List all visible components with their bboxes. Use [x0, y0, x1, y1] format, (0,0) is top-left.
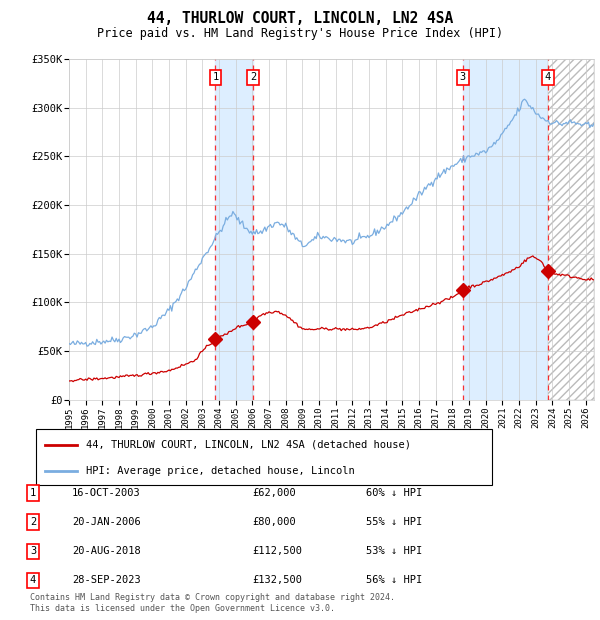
Bar — [463, 59, 548, 400]
Text: 3: 3 — [30, 546, 36, 556]
Text: 16-OCT-2003: 16-OCT-2003 — [72, 488, 141, 498]
FancyBboxPatch shape — [36, 429, 492, 485]
Text: £80,000: £80,000 — [252, 517, 296, 527]
Bar — [548, 59, 594, 400]
Text: 28-SEP-2023: 28-SEP-2023 — [72, 575, 141, 585]
Text: 20-AUG-2018: 20-AUG-2018 — [72, 546, 141, 556]
Text: 20-JAN-2006: 20-JAN-2006 — [72, 517, 141, 527]
Text: 56% ↓ HPI: 56% ↓ HPI — [366, 575, 422, 585]
Text: 1: 1 — [212, 73, 218, 82]
Text: £62,000: £62,000 — [252, 488, 296, 498]
Text: 55% ↓ HPI: 55% ↓ HPI — [366, 517, 422, 527]
Text: 4: 4 — [545, 73, 551, 82]
Text: 44, THURLOW COURT, LINCOLN, LN2 4SA (detached house): 44, THURLOW COURT, LINCOLN, LN2 4SA (det… — [86, 440, 411, 450]
Text: 1: 1 — [30, 488, 36, 498]
Text: 4: 4 — [30, 575, 36, 585]
Text: 44, THURLOW COURT, LINCOLN, LN2 4SA: 44, THURLOW COURT, LINCOLN, LN2 4SA — [147, 11, 453, 26]
Text: HPI: Average price, detached house, Lincoln: HPI: Average price, detached house, Linc… — [86, 466, 355, 476]
Text: Price paid vs. HM Land Registry's House Price Index (HPI): Price paid vs. HM Land Registry's House … — [97, 27, 503, 40]
Text: 2: 2 — [250, 73, 256, 82]
Text: £132,500: £132,500 — [252, 575, 302, 585]
Text: 2: 2 — [30, 517, 36, 527]
Bar — [215, 59, 253, 400]
Text: Contains HM Land Registry data © Crown copyright and database right 2024.
This d: Contains HM Land Registry data © Crown c… — [30, 593, 395, 613]
Text: 60% ↓ HPI: 60% ↓ HPI — [366, 488, 422, 498]
Text: 3: 3 — [460, 73, 466, 82]
Text: £112,500: £112,500 — [252, 546, 302, 556]
Text: 53% ↓ HPI: 53% ↓ HPI — [366, 546, 422, 556]
